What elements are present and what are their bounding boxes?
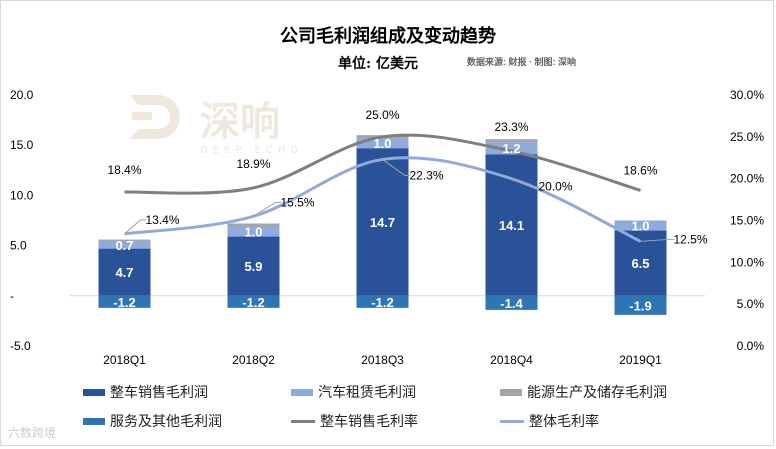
bar-segment	[614, 295, 667, 315]
bar-segment	[98, 239, 151, 242]
bar-data-label: 4.7	[115, 265, 133, 280]
bar-data-label: 1.2	[502, 141, 520, 156]
legend-swatch	[291, 388, 313, 396]
legend-label: 整体毛利率	[529, 414, 599, 430]
category-label: 2018Q3	[361, 353, 404, 367]
bar-data-label: -1.4	[500, 296, 523, 311]
bar-segment	[356, 148, 409, 296]
line-data-label: 18.9%	[236, 157, 270, 171]
legend-item: 整车销售毛利率	[291, 411, 418, 431]
line-series	[124, 133, 641, 195]
svg-text:DEEP ECHO: DEEP ECHO	[200, 145, 303, 156]
right-axis-tick: 0.0%	[737, 339, 765, 353]
left-axis-tick: 20.0	[10, 88, 34, 102]
bar-data-label: -1.9	[629, 298, 651, 313]
svg-text:深响: 深响	[200, 99, 280, 145]
bar-segment	[98, 241, 151, 249]
right-axis-tick: 5.0%	[737, 297, 765, 311]
legend-swatch	[291, 419, 315, 423]
bar-segment	[614, 220, 667, 231]
category-label: 2019Q1	[619, 353, 662, 367]
leader-line	[253, 201, 282, 217]
bar-segment	[227, 236, 280, 296]
legend-label: 汽车租赁毛利润	[318, 385, 416, 401]
legend-label: 整车销售毛利润	[110, 385, 208, 401]
legend-item: 服务及其他毛利润	[83, 411, 222, 431]
line-data-label: 18.4%	[107, 163, 141, 177]
chart-source: 数据来源: 财报 · 制图: 深响	[467, 57, 576, 67]
bar-data-label: 14.7	[370, 215, 395, 230]
left-axis-tick: 15.0	[10, 138, 34, 152]
left-axis-tick: -5.0	[10, 339, 31, 353]
legend-label: 能源生产及储存毛利润	[527, 385, 667, 401]
bar-data-label: -1.2	[242, 295, 264, 310]
leader-line	[511, 178, 540, 188]
bar-segment	[356, 295, 409, 308]
right-axis-tick: 20.0%	[730, 172, 764, 186]
legend-swatch	[500, 419, 524, 423]
bar-segment	[227, 295, 280, 308]
category-label: 2018Q4	[490, 353, 533, 367]
bar-segment	[227, 226, 280, 237]
bar-data-label: 5.9	[244, 259, 262, 274]
leader-line	[640, 238, 675, 242]
left-axis-tick: 10.0	[10, 188, 34, 202]
legend-item: 整体毛利率	[500, 411, 599, 431]
leader-line	[382, 159, 411, 176]
watermark-logo: 深响 DEEP ECHO	[130, 95, 303, 156]
legend-item: 能源生产及储存毛利润	[500, 382, 667, 402]
bar-segment	[98, 295, 151, 308]
legend-swatch	[83, 388, 105, 396]
leader-line	[124, 219, 147, 235]
bar-data-label: 6.5	[631, 256, 649, 271]
left-axis-tick: -	[10, 289, 14, 303]
right-axis-tick: 25.0%	[730, 130, 764, 144]
line-data-label: 13.4%	[145, 213, 179, 227]
bar-data-label: 14.1	[499, 218, 524, 233]
bar-segment	[485, 139, 538, 143]
right-axis-tick: 10.0%	[730, 255, 764, 269]
line-series	[124, 156, 642, 243]
legend-item: 汽车租赁毛利润	[291, 382, 416, 402]
bar-data-label: 1.0	[631, 219, 649, 234]
bar-segment	[98, 248, 151, 296]
bar-data-label: 1.0	[244, 225, 262, 240]
legend-label: 服务及其他毛利润	[110, 414, 222, 430]
corner-watermark: 六数跨境	[8, 426, 57, 440]
bar-segment	[485, 295, 538, 310]
bar-segment	[227, 223, 280, 227]
legend-swatch	[83, 417, 105, 425]
right-axis-tick: 30.0%	[730, 88, 764, 102]
line-data-label: 23.3%	[494, 120, 528, 134]
line-data-label: 12.5%	[673, 232, 707, 246]
line-data-label: 20.0%	[538, 180, 572, 194]
chart-title: 公司毛利润组成及变动趋势	[280, 26, 496, 47]
bar-data-label: 1.0	[373, 136, 391, 151]
bar-data-label: -1.2	[113, 295, 135, 310]
right-axis-tick: 15.0%	[730, 214, 764, 228]
bar-data-label: -1.2	[371, 295, 393, 310]
bar-segment	[485, 142, 538, 155]
category-label: 2018Q2	[232, 353, 275, 367]
category-label: 2018Q1	[103, 353, 146, 367]
legend-label: 整车销售毛利率	[320, 414, 418, 430]
line-data-label: 18.6%	[623, 163, 657, 177]
chart-unit: 单位: 亿美元	[338, 56, 419, 72]
legend-swatch	[500, 388, 522, 396]
line-data-label: 22.3%	[409, 168, 443, 182]
line-data-label: 15.5%	[280, 195, 314, 209]
legend-item: 整车销售毛利润	[83, 382, 208, 402]
line-data-label: 25.0%	[365, 108, 399, 122]
left-axis-tick: 5.0	[10, 239, 27, 253]
bar-data-label: 0.7	[115, 238, 133, 253]
bar-segment	[356, 138, 409, 149]
